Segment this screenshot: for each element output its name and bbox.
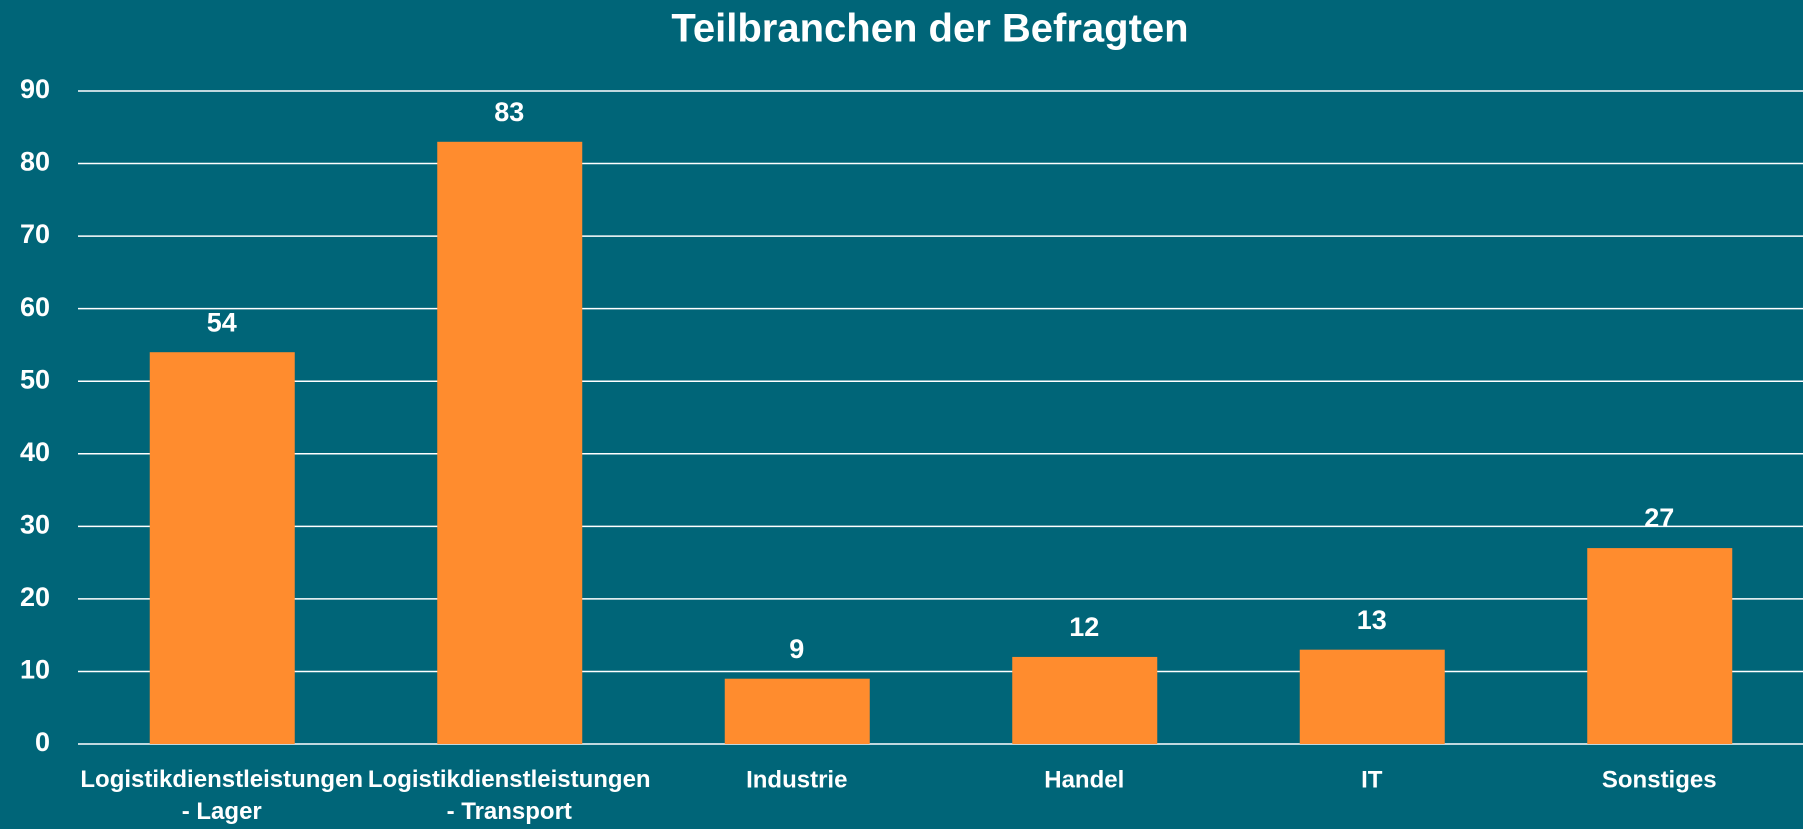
bar <box>1012 656 1158 744</box>
x-tick-label: Sonstiges <box>1602 766 1717 793</box>
x-tick-label: Handel <box>1044 766 1124 793</box>
y-tick-label: 20 <box>20 582 50 612</box>
x-tick-label: Industrie <box>746 766 847 793</box>
y-tick-label: 70 <box>20 219 50 249</box>
y-tick-label: 0 <box>35 727 50 757</box>
bar <box>724 678 870 744</box>
data-label: 13 <box>1357 605 1387 635</box>
y-tick-label: 50 <box>20 364 50 394</box>
bar <box>1587 548 1733 744</box>
data-label: 27 <box>1644 503 1674 533</box>
bar <box>437 141 583 745</box>
data-label: 83 <box>494 97 524 127</box>
data-label: 54 <box>207 307 237 337</box>
data-label: 12 <box>1069 612 1099 642</box>
x-tick-label: Logistikdienstleistungen - Transport <box>368 766 651 825</box>
y-tick-label: 40 <box>20 437 50 467</box>
bar <box>149 352 295 744</box>
data-label: 9 <box>789 634 804 664</box>
y-tick-label: 90 <box>20 74 50 104</box>
chart-title: Teilbranchen der Befragten <box>671 7 1188 51</box>
y-tick-label: 10 <box>20 655 50 685</box>
x-tick-label: Logistikdienstleistungen - Lager <box>80 766 363 825</box>
x-tick-label: IT <box>1361 766 1383 793</box>
y-tick-label: 30 <box>20 509 50 539</box>
y-tick-label: 60 <box>20 292 50 322</box>
bar <box>1299 649 1445 744</box>
y-tick-label: 80 <box>20 147 50 177</box>
